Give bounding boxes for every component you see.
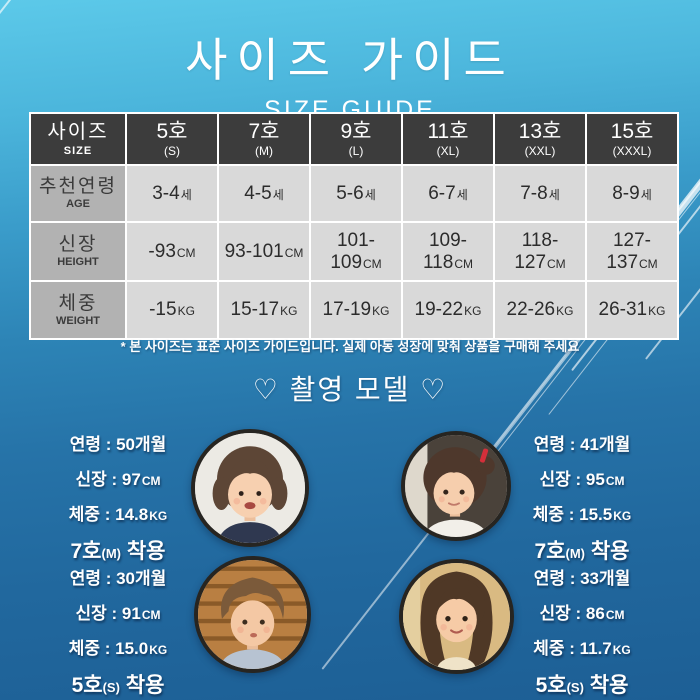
- age-cell: 8-9세: [587, 166, 677, 221]
- weight-cell: 26-31KG: [587, 282, 677, 338]
- height-cell: 93-101CM: [219, 223, 309, 280]
- row-label-en: WEIGHT: [56, 314, 100, 327]
- column-header-9: 9호 (L): [311, 114, 401, 164]
- row-label-weight: 체중 WEIGHT: [31, 282, 125, 338]
- age-cell: 6-7세: [403, 166, 493, 221]
- column-header-5: 5호 (S): [127, 114, 217, 164]
- column-header-7: 7호 (M): [219, 114, 309, 164]
- height-cell: 127- 137CM: [587, 223, 677, 280]
- column-size: 11호: [427, 119, 469, 143]
- column-size: 5호: [156, 119, 188, 143]
- column-size: 15호: [610, 119, 654, 143]
- column-size: 9호: [340, 119, 372, 143]
- child-portrait-illustration: [403, 563, 510, 670]
- size-table: 사이즈 SIZE 5호 (S) 7호 (M) 9호 (L) 11호 (XL) 1…: [29, 112, 679, 340]
- age-cell: 5-6세: [311, 166, 401, 221]
- row-label-ko: 신장: [58, 234, 98, 256]
- size-guide-note: * 본 사이즈는 표준 사이즈 가이드입니다. 실제 아동 성장에 맞춰 상품을…: [120, 339, 580, 354]
- corner-label-en: SIZE: [63, 145, 93, 158]
- column-fit: (XXL): [524, 144, 556, 159]
- height-cell: 118- 127CM: [495, 223, 585, 280]
- weight-cell: 22-26KG: [495, 282, 585, 338]
- model-age: 연령 : 33개월: [533, 569, 631, 588]
- weight-cell: -15KG: [127, 282, 217, 338]
- model-height: 신장 : 86CM: [539, 604, 625, 623]
- model-photo-2: [401, 431, 511, 541]
- weight-cell: 17-19KG: [311, 282, 401, 338]
- height-cell: -93CM: [127, 223, 217, 280]
- model-weight: 체중 : 15.5KG: [532, 505, 632, 524]
- column-fit: (XL): [436, 144, 460, 159]
- column-fit: (L): [348, 144, 364, 159]
- table-corner-cell: 사이즈 SIZE: [31, 114, 125, 164]
- model-1-info: 연령 : 50개월 신장 : 97CM 체중 : 14.8KG 7호(M) 착용: [28, 430, 208, 565]
- column-fit: (S): [164, 144, 180, 159]
- model-weight: 체중 : 14.8KG: [68, 505, 168, 524]
- models-section-heading: ♡ 촬영 모델 ♡: [252, 374, 448, 405]
- model-wear-size: 7호(M) 착용: [70, 540, 166, 563]
- model-2-info: 연령 : 41개월 신장 : 95CM 체중 : 15.5KG 7호(M) 착용: [492, 430, 672, 565]
- model-photo-3: [194, 556, 311, 673]
- height-cell: 101- 109CM: [311, 223, 401, 280]
- column-size: 7호: [248, 119, 280, 143]
- model-wear-size: 5호(S) 착용: [535, 674, 629, 697]
- model-wear-size: 7호(M) 착용: [534, 540, 630, 563]
- age-cell: 3-4세: [127, 166, 217, 221]
- child-portrait-illustration: [198, 560, 307, 669]
- age-cell: 4-5세: [219, 166, 309, 221]
- model-wear-size: 5호(S) 착용: [71, 674, 165, 697]
- model-4-info: 연령 : 33개월 신장 : 86CM 체중 : 11.7KG 5호(S) 착용: [492, 564, 672, 699]
- column-header-15: 15호 (XXXL): [587, 114, 677, 164]
- model-photo-4: [399, 559, 514, 674]
- child-portrait-illustration: [405, 435, 507, 537]
- model-height: 신장 : 91CM: [75, 604, 161, 623]
- row-label-en: HEIGHT: [57, 256, 99, 269]
- row-label-height: 신장 HEIGHT: [31, 223, 125, 280]
- page-title: 사이즈 가이드: [185, 34, 515, 86]
- row-label-ko: 추천연령: [39, 176, 117, 198]
- column-fit: (M): [255, 144, 273, 159]
- corner-label-ko: 사이즈: [47, 120, 109, 143]
- weight-cell: 19-22KG: [403, 282, 493, 338]
- column-size: 13호: [518, 119, 562, 143]
- row-label-ko: 체중: [58, 292, 98, 314]
- weight-cell: 15-17KG: [219, 282, 309, 338]
- model-photo-1: [191, 429, 309, 547]
- height-cell: 109- 118CM: [403, 223, 493, 280]
- model-age: 연령 : 30개월: [69, 569, 167, 588]
- column-header-11: 11호 (XL): [403, 114, 493, 164]
- row-label-en: AGE: [66, 198, 90, 211]
- column-fit: (XXXL): [612, 144, 652, 159]
- model-weight: 체중 : 15.0KG: [68, 639, 168, 658]
- model-weight: 체중 : 11.7KG: [533, 639, 631, 658]
- model-age: 연령 : 50개월: [69, 435, 167, 454]
- age-cell: 7-8세: [495, 166, 585, 221]
- model-age: 연령 : 41개월: [533, 435, 631, 454]
- column-header-13: 13호 (XXL): [495, 114, 585, 164]
- model-height: 신장 : 95CM: [539, 470, 625, 489]
- model-height: 신장 : 97CM: [75, 470, 161, 489]
- child-portrait-illustration: [195, 433, 305, 543]
- header: 사이즈 가이드 SIZE GUIDE: [0, 0, 700, 125]
- row-label-age: 추천연령 AGE: [31, 166, 125, 221]
- model-3-info: 연령 : 30개월 신장 : 91CM 체중 : 15.0KG 5호(S) 착용: [28, 564, 208, 699]
